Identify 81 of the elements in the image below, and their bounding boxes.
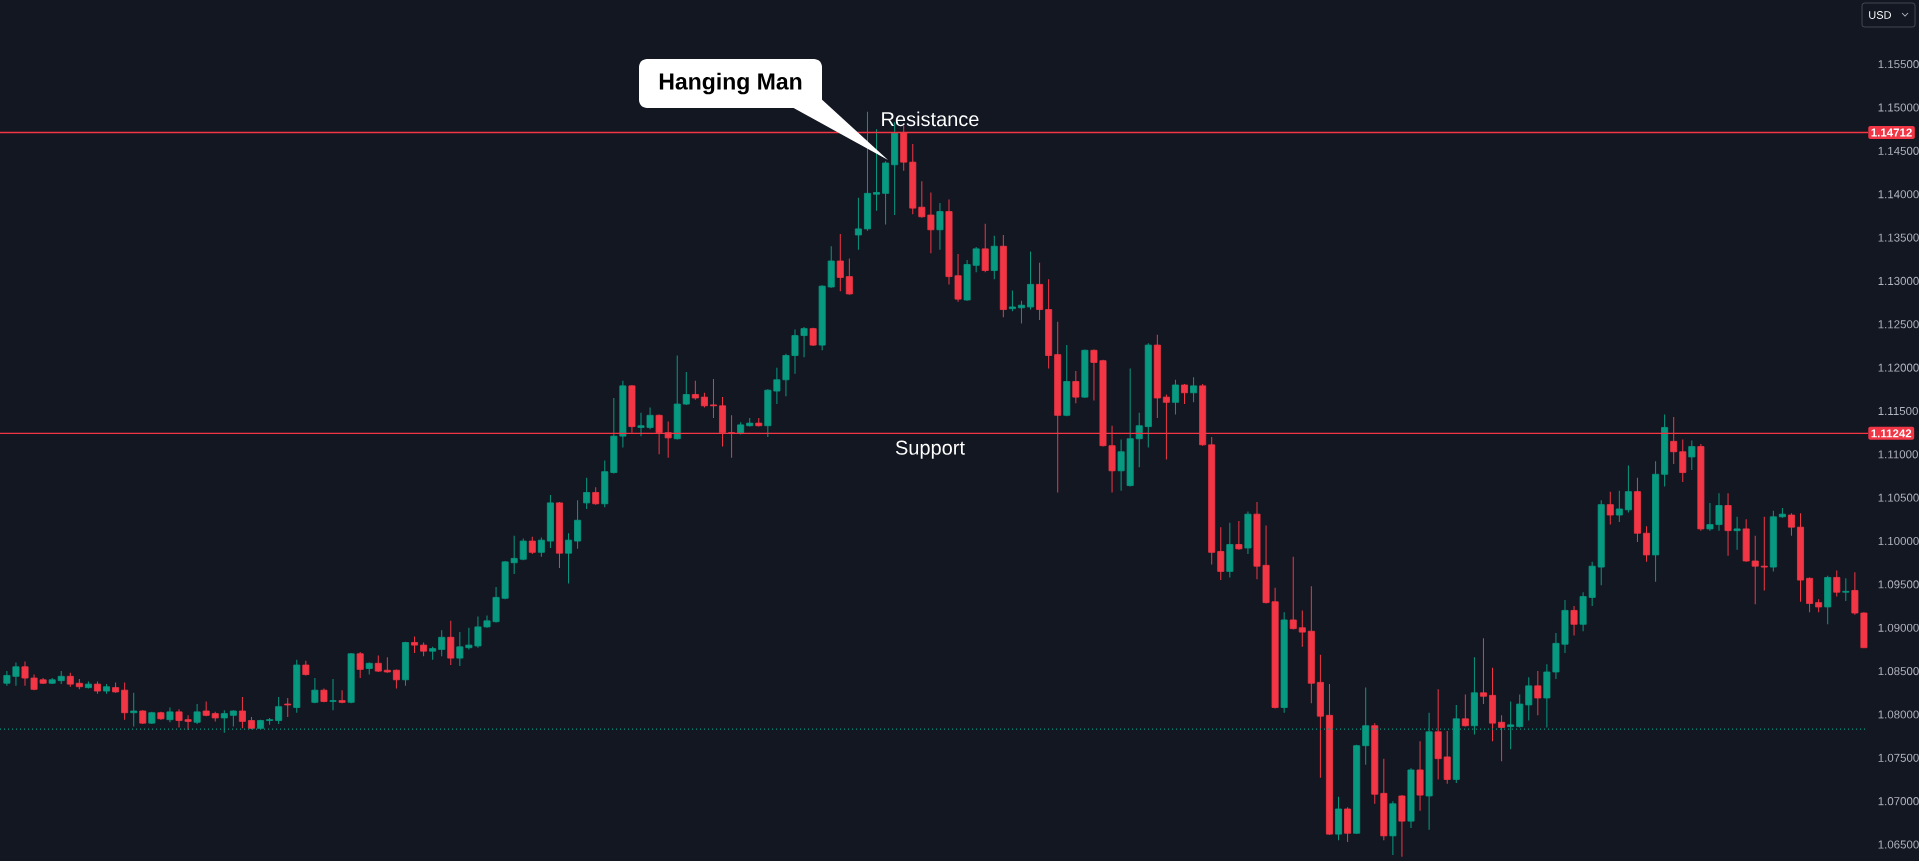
candlestick — [1643, 525, 1650, 563]
candlestick — [854, 197, 862, 251]
candlestick — [1498, 714, 1506, 762]
candlestick — [1479, 637, 1487, 705]
y-tick-label: 1.08000 — [1878, 710, 1919, 719]
y-tick-label: 1.11000 — [1878, 450, 1918, 459]
candlestick — [1008, 289, 1016, 312]
candlestick — [275, 696, 283, 725]
candlestick — [193, 703, 201, 725]
candlestick — [121, 681, 129, 721]
candlestick — [329, 678, 337, 711]
ref-line-label: 1.11242 — [1871, 429, 1912, 438]
candlestick — [1760, 516, 1768, 591]
y-tick-label: 1.07000 — [1878, 797, 1919, 806]
candlestick — [1787, 512, 1795, 537]
candlestick — [1525, 676, 1533, 722]
candlestick — [238, 696, 246, 729]
candlestick — [981, 223, 989, 273]
candlestick — [1181, 383, 1188, 405]
candlestick — [1171, 379, 1179, 415]
candlestick — [936, 202, 944, 251]
candlestick — [574, 499, 582, 550]
y-tick-label: 1.15500 — [1878, 60, 1919, 69]
candlestick — [1461, 694, 1469, 728]
candlestick — [1190, 376, 1198, 403]
y-tick-label: 1.10000 — [1878, 536, 1919, 546]
candlestick — [1534, 670, 1542, 716]
candlestick — [438, 629, 446, 657]
y-tick-label: 1.09000 — [1878, 623, 1919, 632]
ref-line-label: 1.14712 — [1871, 128, 1912, 137]
candlestick — [836, 233, 844, 292]
y-tick-label: 1.14500 — [1878, 146, 1919, 155]
candlestick — [1606, 491, 1614, 526]
candlestick — [1516, 694, 1524, 728]
candlestick — [845, 257, 853, 296]
text: USD — [1869, 11, 1891, 19]
y-tick-label: 1.13500 — [1878, 233, 1919, 242]
y-tick-label: 1.12000 — [1878, 363, 1919, 372]
annotation: Support — [895, 440, 965, 459]
candlestick — [1570, 605, 1578, 637]
y-tick-label: 1.14000 — [1878, 190, 1919, 199]
y-tick-label: 1.07500 — [1878, 753, 1919, 762]
candlestick — [1289, 556, 1297, 630]
candlestick — [709, 378, 717, 419]
annotation: Resistance — [882, 111, 979, 127]
candlestick — [1624, 465, 1632, 513]
candlestick — [1235, 520, 1243, 551]
candlestick — [356, 651, 364, 679]
candlestick — [1842, 577, 1850, 602]
candlestick — [338, 689, 346, 704]
candlestick — [873, 128, 881, 212]
candlestick — [284, 697, 292, 718]
y-tick-label: 1.11500 — [1878, 406, 1918, 416]
candlestick — [1688, 439, 1696, 471]
candlestick — [682, 371, 690, 406]
candlestick — [1733, 516, 1741, 551]
candlestick — [583, 477, 591, 510]
candlestick — [311, 677, 319, 704]
candlestick — [1027, 250, 1034, 311]
candlestick — [565, 532, 573, 585]
y-tick-label: 1.13000 — [1878, 276, 1919, 285]
candlestick — [1135, 412, 1143, 468]
candlestick — [691, 380, 699, 401]
candlestick — [1615, 490, 1623, 523]
candlestick — [1072, 370, 1080, 404]
annotation: Hanging Man — [659, 72, 802, 95]
candlestick — [392, 668, 400, 689]
y-tick-label: 1.08500 — [1878, 667, 1919, 676]
candlestick — [1298, 609, 1306, 648]
y-tick-label: 1.09500 — [1878, 580, 1919, 589]
candlestick — [1679, 439, 1687, 483]
candlestick — [1017, 300, 1025, 324]
y-tick-label: 1.12500 — [1878, 320, 1919, 329]
y-tick-label: 1.15000 — [1878, 103, 1919, 112]
candlestick — [1217, 526, 1225, 581]
candlestick — [447, 620, 455, 666]
candlestick — [537, 537, 545, 558]
candlestick — [1833, 570, 1841, 598]
y-tick-label: 1.10500 — [1878, 493, 1919, 502]
y-tick-label: 1.06500 — [1878, 840, 1919, 849]
candlestick — [130, 692, 138, 728]
